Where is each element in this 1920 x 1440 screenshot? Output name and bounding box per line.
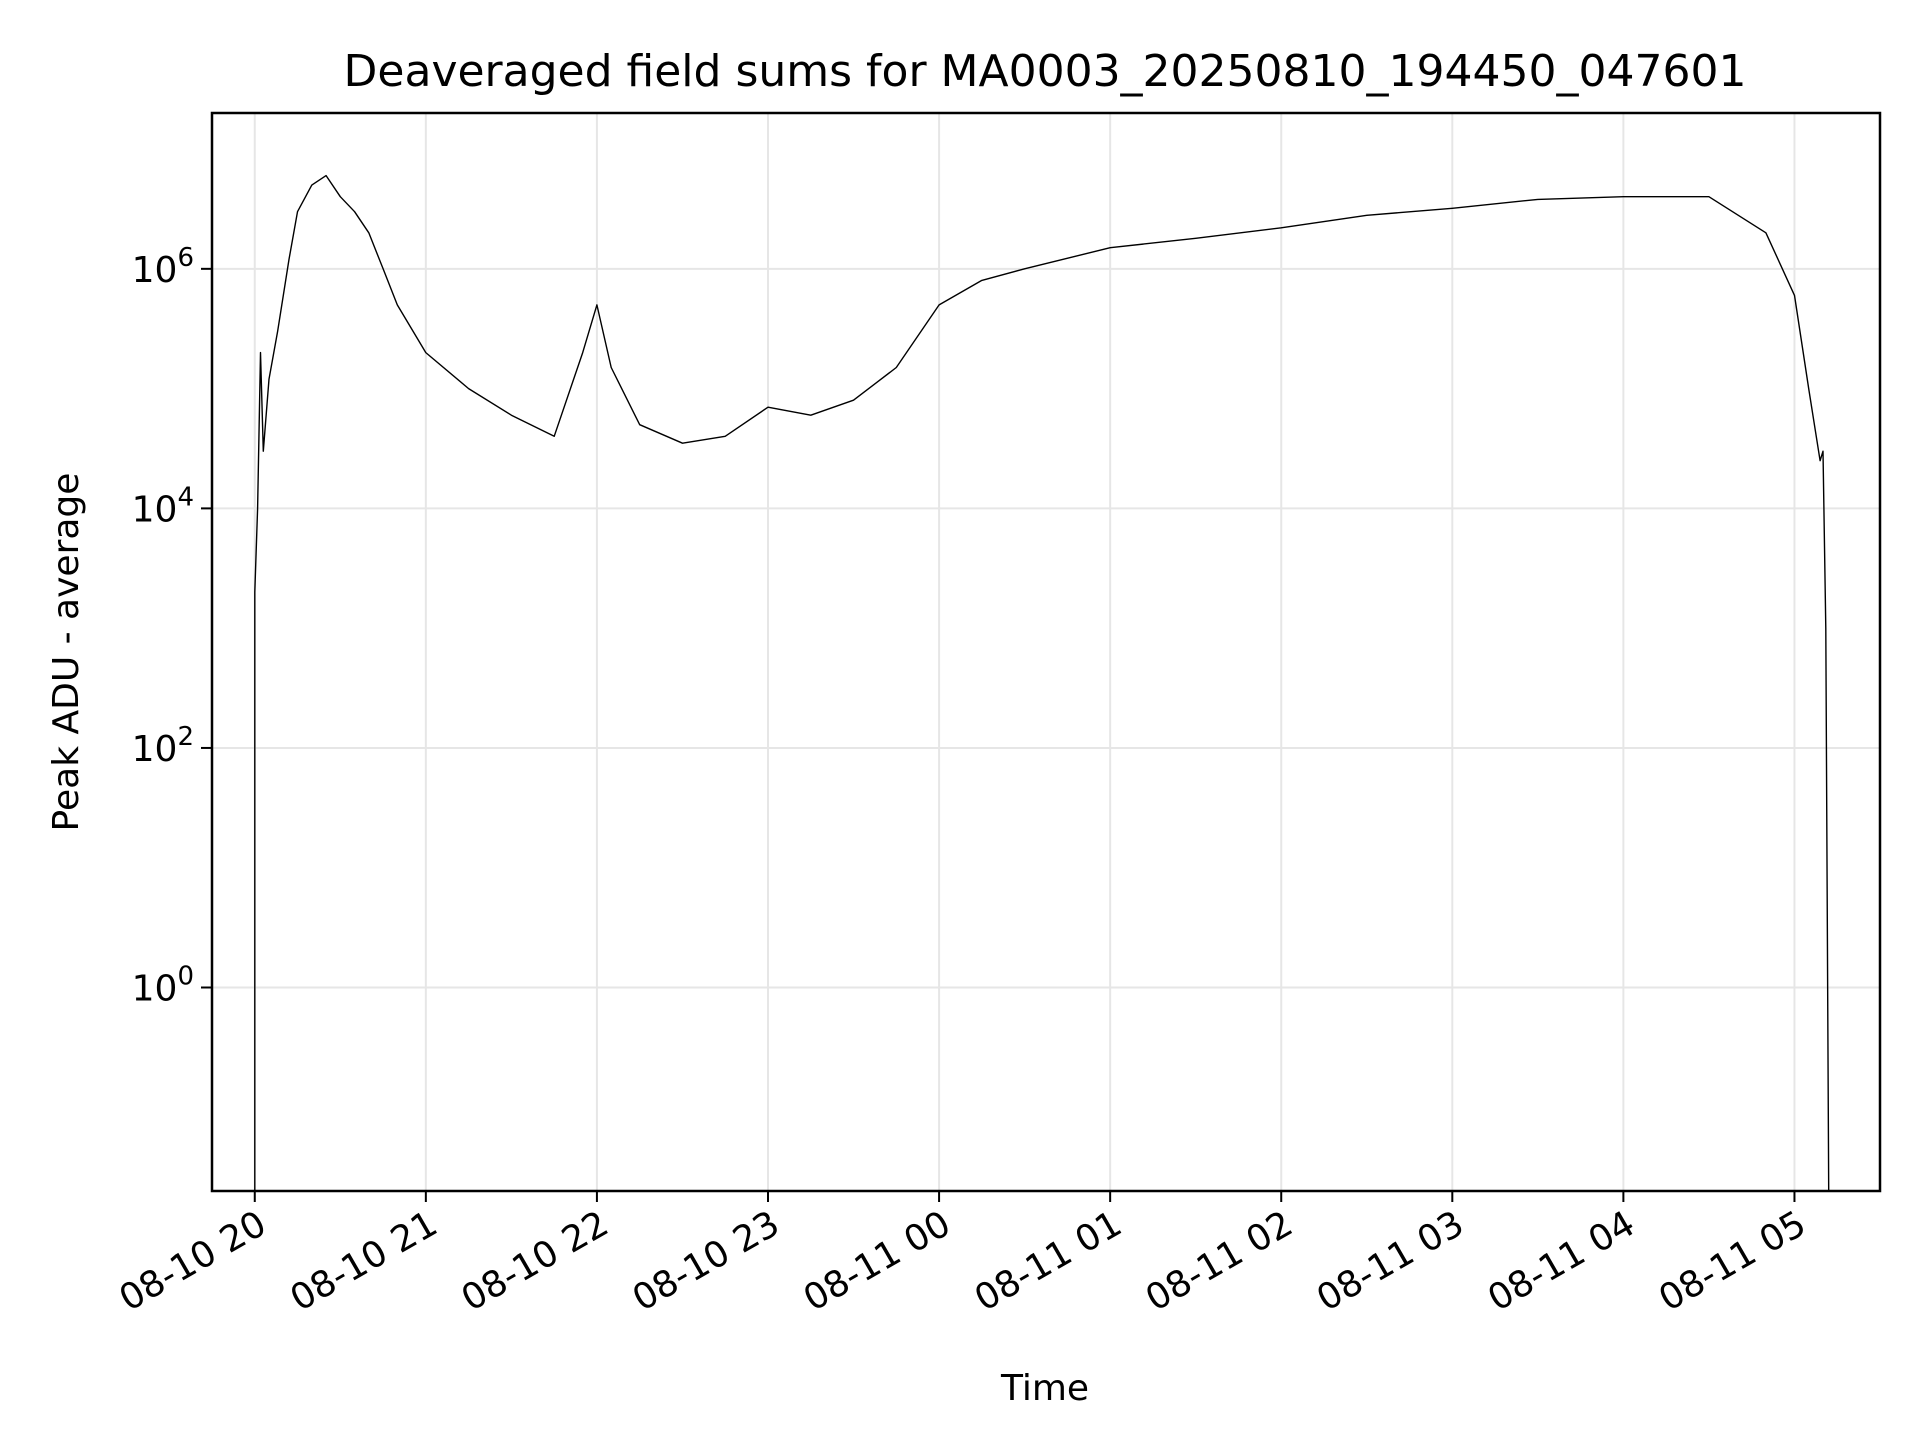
y-tick-label: 102 bbox=[132, 722, 194, 770]
plot-frame bbox=[210, 111, 1882, 1193]
x-grid bbox=[253, 113, 1796, 1191]
y-tick-label: 100 bbox=[132, 962, 194, 1010]
y-ticks: 100 102 104 106 bbox=[132, 243, 212, 1010]
series-line bbox=[254, 174, 1830, 1191]
x-axis-label: Time bbox=[1000, 1368, 1089, 1409]
y-grid bbox=[212, 267, 1880, 989]
y-axis-label: Peak ADU - average bbox=[46, 473, 87, 832]
y-tick-label: 106 bbox=[132, 243, 194, 291]
plot-area bbox=[254, 174, 1830, 1191]
y-tick-label: 104 bbox=[132, 482, 194, 530]
chart-title: Deaveraged field sums for MA0003_2025081… bbox=[344, 46, 1747, 97]
